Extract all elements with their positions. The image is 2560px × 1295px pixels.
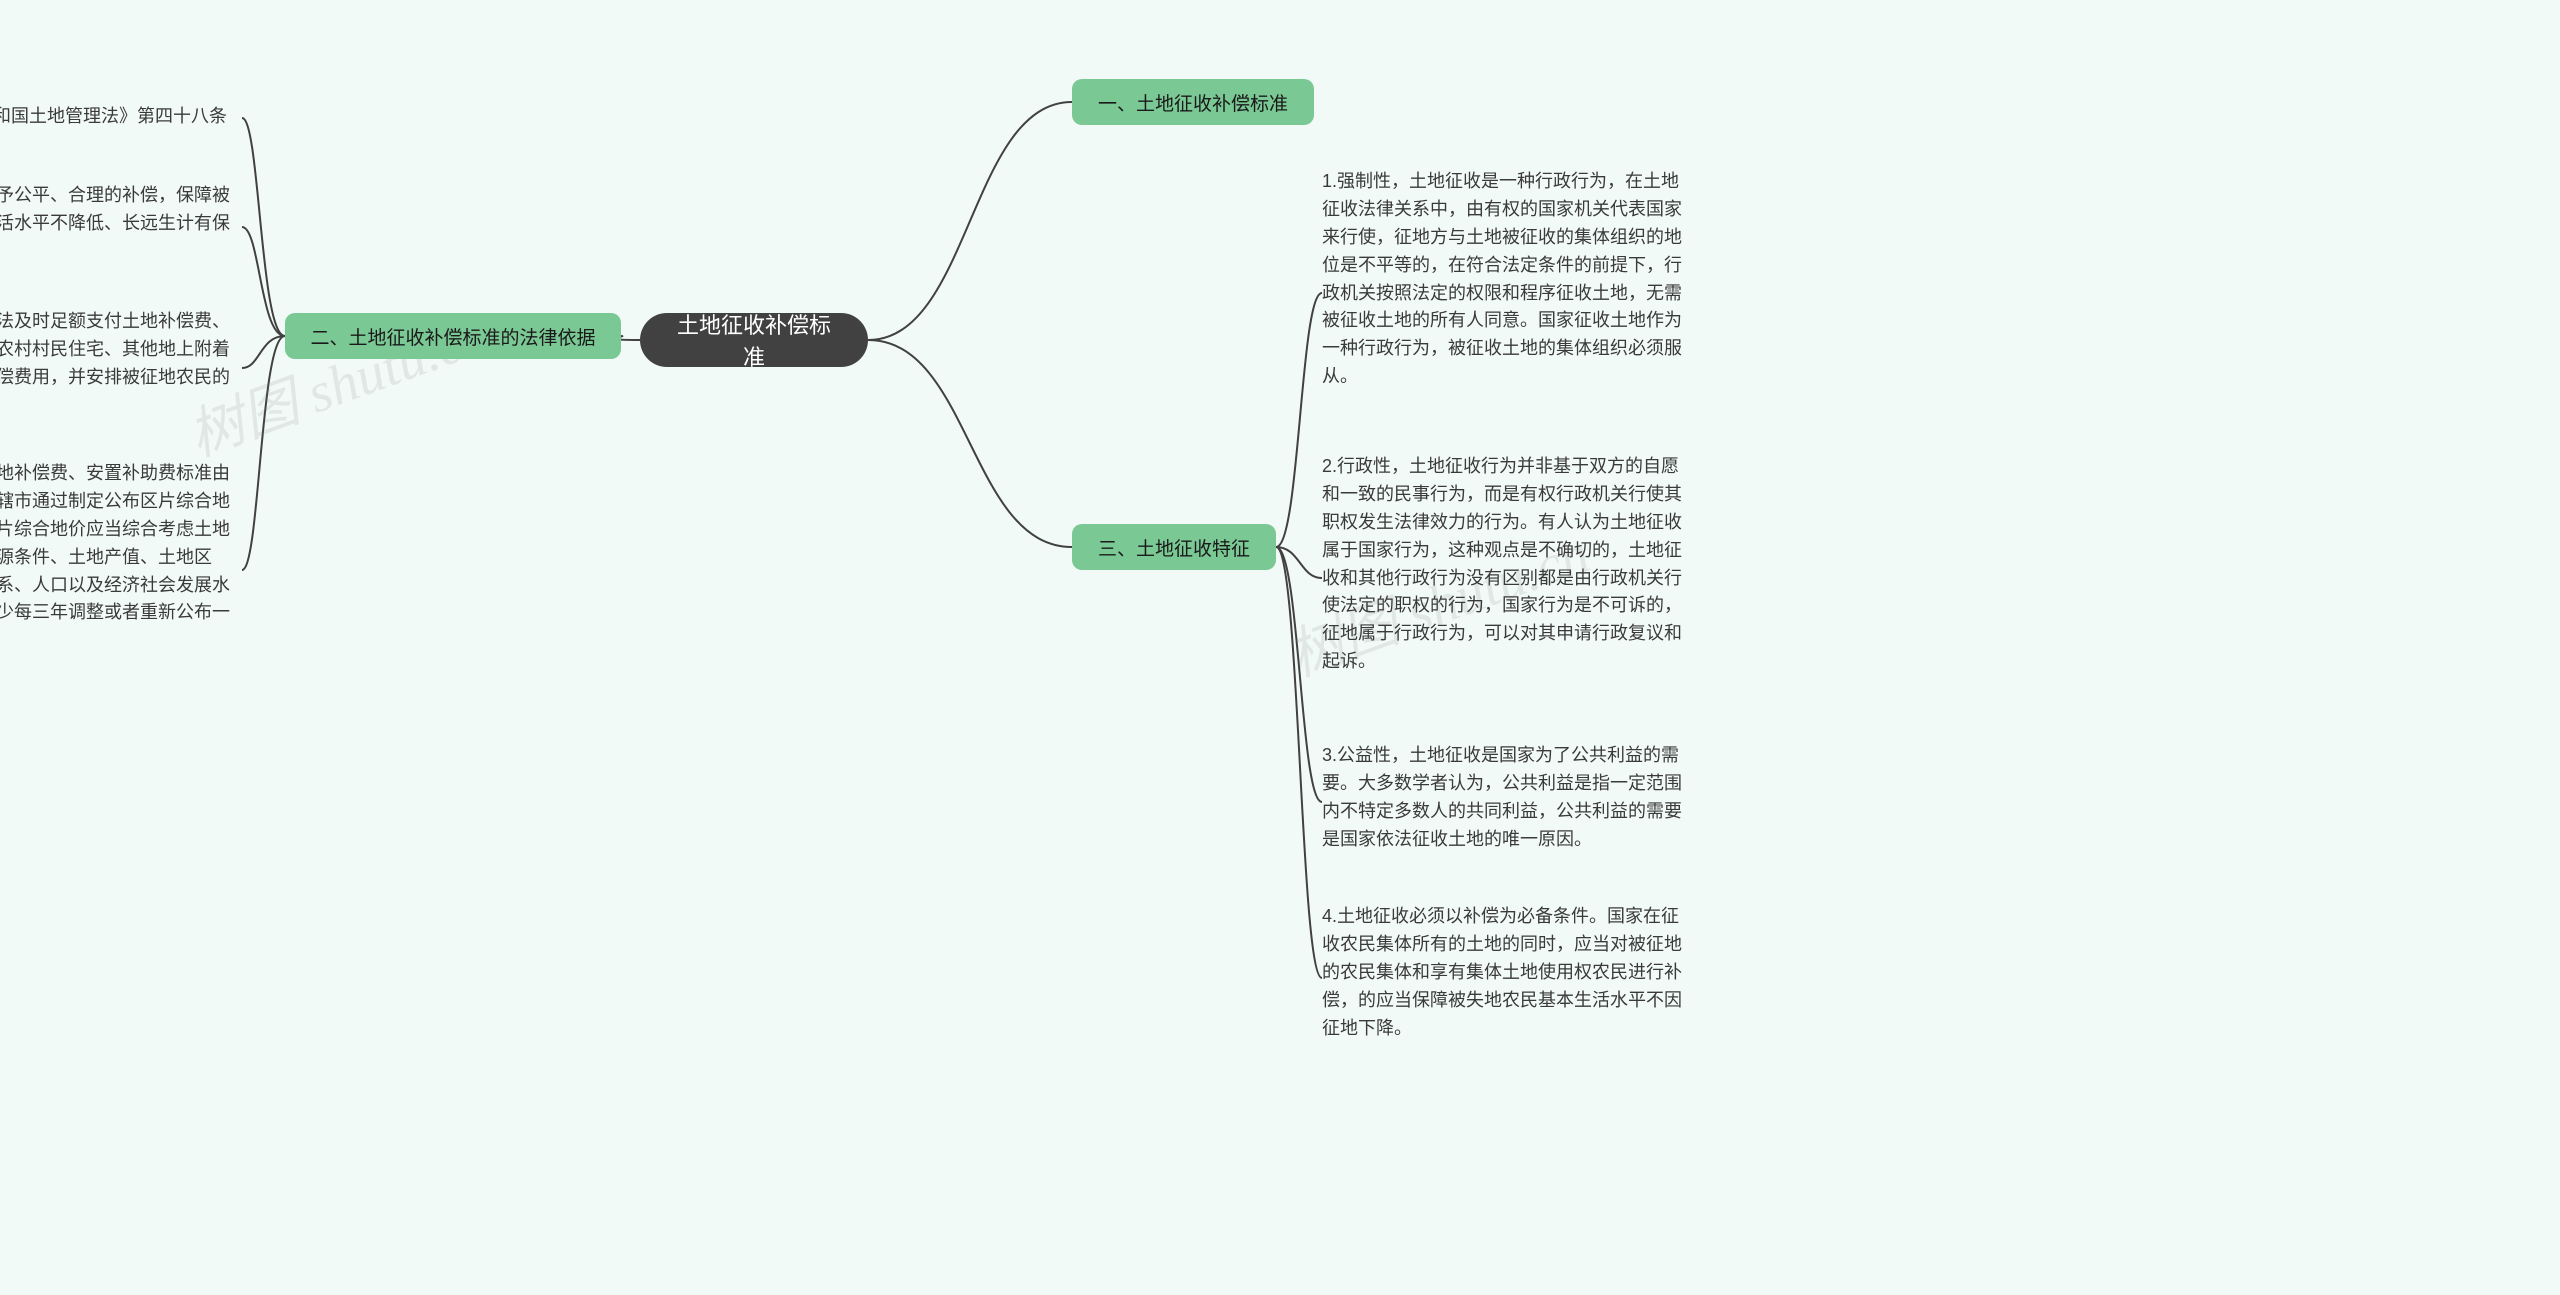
branch-label: 二、土地征收补偿标准的法律依据 — [310, 323, 595, 350]
leaf-node: 征收土地应当给予公平、合理的补偿，保障被征地农民原有生活水平不降低、长远生计有保… — [0, 182, 242, 266]
leaf-text: 征收土地应当给予公平、合理的补偿，保障被征地农民原有生活水平不降低、长远生计有保… — [0, 182, 242, 266]
leaf-text: 4.土地征收必须以补偿为必备条件。国家在征收农民集体所有的土地的同时，应当对被征… — [1322, 903, 1694, 1042]
leaf-node: 《中华人民共和国土地管理法》第四十八条 — [0, 103, 242, 131]
leaf-text: 《中华人民共和国土地管理法》第四十八条 — [0, 103, 227, 131]
branch-label: 一、土地征收补偿标准 — [1098, 89, 1288, 116]
leaf-node: 3.公益性，土地征收是国家为了公共利益的需要。大多数学者认为，公共利益是指一定范… — [1322, 742, 1694, 854]
leaf-text: 3.公益性，土地征收是国家为了公共利益的需要。大多数学者认为，公共利益是指一定范… — [1322, 742, 1694, 854]
branch-node-3[interactable]: 三、土地征收特征 — [1072, 524, 1276, 570]
branch-node-1[interactable]: 一、土地征收补偿标准 — [1072, 79, 1314, 125]
leaf-node: 征收土地应当依法及时足额支付土地补偿费、安置补助费以及农村村民住宅、其他地上附着… — [0, 308, 242, 420]
leaf-node: 2.行政性，土地征收行为并非基于双方的自愿和一致的民事行为，而是有权行政机关行使… — [1322, 453, 1694, 676]
leaf-text: 1.强制性，土地征收是一种行政行为，在土地征收法律关系中，由有权的国家机关代表国… — [1322, 168, 1694, 391]
leaf-text: 征收土地应当依法及时足额支付土地补偿费、安置补助费以及农村村民住宅、其他地上附着… — [0, 308, 242, 420]
leaf-text: 2.行政性，土地征收行为并非基于双方的自愿和一致的民事行为，而是有权行政机关行使… — [1322, 453, 1694, 676]
branch-label: 三、土地征收特征 — [1098, 534, 1250, 561]
root-node[interactable]: 土地征收补偿标准 — [640, 313, 868, 367]
leaf-text: 征收农用地的土地补偿费、安置补助费标准由省、自治区、直辖市通过制定公布区片综合地… — [0, 460, 242, 655]
branch-node-2[interactable]: 二、土地征收补偿标准的法律依据 — [285, 313, 621, 359]
leaf-node: 4.土地征收必须以补偿为必备条件。国家在征收农民集体所有的土地的同时，应当对被征… — [1322, 903, 1694, 1042]
connector-layer — [0, 0, 2560, 1295]
leaf-node: 征收农用地的土地补偿费、安置补助费标准由省、自治区、直辖市通过制定公布区片综合地… — [0, 460, 242, 655]
leaf-node: 1.强制性，土地征收是一种行政行为，在土地征收法律关系中，由有权的国家机关代表国… — [1322, 168, 1694, 391]
root-label: 土地征收补偿标准 — [670, 308, 838, 372]
